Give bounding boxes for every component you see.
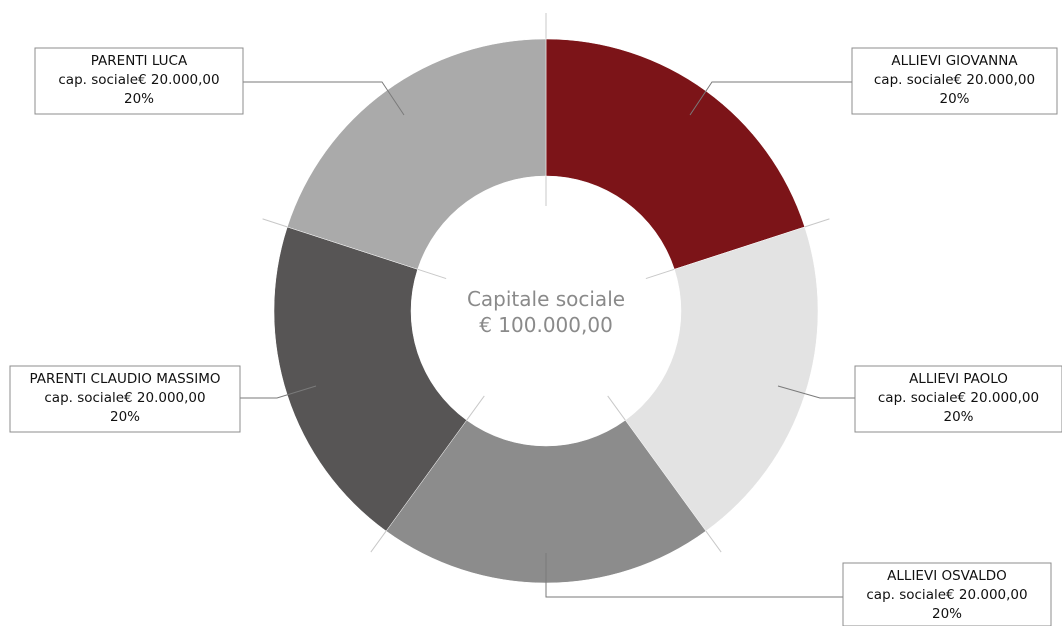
slice-label-detail: cap. sociale€ 20.000,00: [878, 390, 1039, 406]
slice-label-percent: 20%: [932, 606, 962, 622]
label-leader-line: [243, 81, 405, 116]
slice-label-box: [9, 365, 241, 433]
donut-slice: [273, 226, 467, 532]
label-leader-line: [545, 553, 843, 598]
center-total: € 100.000,00: [479, 313, 613, 337]
slice-label: PARENTI CLAUDIO MASSIMO cap. sociale€ 20.…: [9, 365, 241, 433]
slice-label-box: [851, 47, 1058, 115]
donut-slices: [273, 38, 819, 584]
center-label: Capitale sociale € 100.000,00: [467, 287, 625, 337]
label-leader-line: [689, 81, 852, 116]
donut-slice: [385, 419, 707, 584]
donut-slice: [625, 226, 819, 532]
slice-label-box: [34, 47, 244, 115]
slice-label-name: PARENTI CLAUDIO MASSIMO: [30, 371, 221, 387]
slice-label-name: ALLIEVI PAOLO: [909, 371, 1008, 387]
center-title: Capitale sociale: [467, 287, 625, 311]
slice-label-name: PARENTI LUCA: [91, 53, 188, 69]
slice-label: ALLIEVI OSVALDO cap. sociale€ 20.000,00 20…: [842, 562, 1052, 626]
slice-label-box: [842, 562, 1052, 626]
label-leaders: [240, 81, 855, 598]
slice-label: PARENTI LUCA cap. sociale€ 20.000,00 20%: [34, 47, 244, 115]
slice-label-detail: cap. sociale€ 20.000,00: [44, 390, 205, 406]
donut-slice: [286, 38, 547, 270]
slice-label-detail: cap. sociale€ 20.000,00: [866, 587, 1027, 603]
slice-label-box: [854, 365, 1062, 433]
slice-labels: ALLIEVI GIOVANNA cap. sociale€ 20.000,00 2…: [9, 47, 1062, 626]
slice-label-percent: 20%: [943, 409, 973, 425]
slice-label: ALLIEVI GIOVANNA cap. sociale€ 20.000,00 2…: [851, 47, 1058, 115]
slice-label: ALLIEVI PAOLO cap. sociale€ 20.000,00 20%: [854, 365, 1062, 433]
slice-label-percent: 20%: [110, 409, 140, 425]
slice-label-percent: 20%: [124, 91, 154, 107]
slice-label-detail: cap. sociale€ 20.000,00: [58, 72, 219, 88]
label-leader-line: [777, 385, 855, 399]
slice-label-name: ALLIEVI OSVALDO: [887, 568, 1007, 584]
slice-label-percent: 20%: [939, 91, 969, 107]
label-leader-line: [240, 385, 317, 399]
slice-label-name: ALLIEVI GIOVANNA: [891, 53, 1018, 69]
slice-label-detail: cap. sociale€ 20.000,00: [874, 72, 1035, 88]
donut-slice: [545, 38, 806, 270]
